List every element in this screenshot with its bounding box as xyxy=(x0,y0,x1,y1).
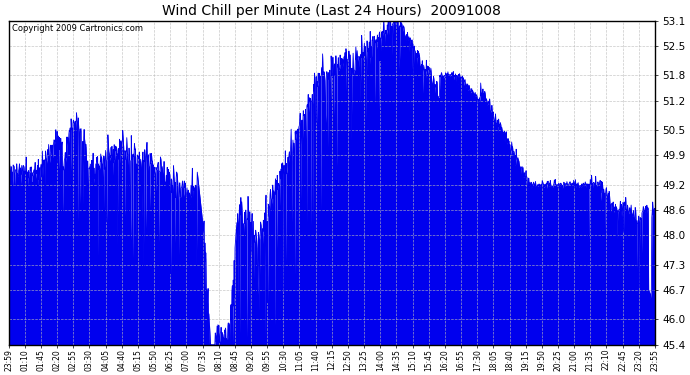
Title: Wind Chill per Minute (Last 24 Hours)  20091008: Wind Chill per Minute (Last 24 Hours) 20… xyxy=(162,4,501,18)
Text: Copyright 2009 Cartronics.com: Copyright 2009 Cartronics.com xyxy=(12,24,143,33)
